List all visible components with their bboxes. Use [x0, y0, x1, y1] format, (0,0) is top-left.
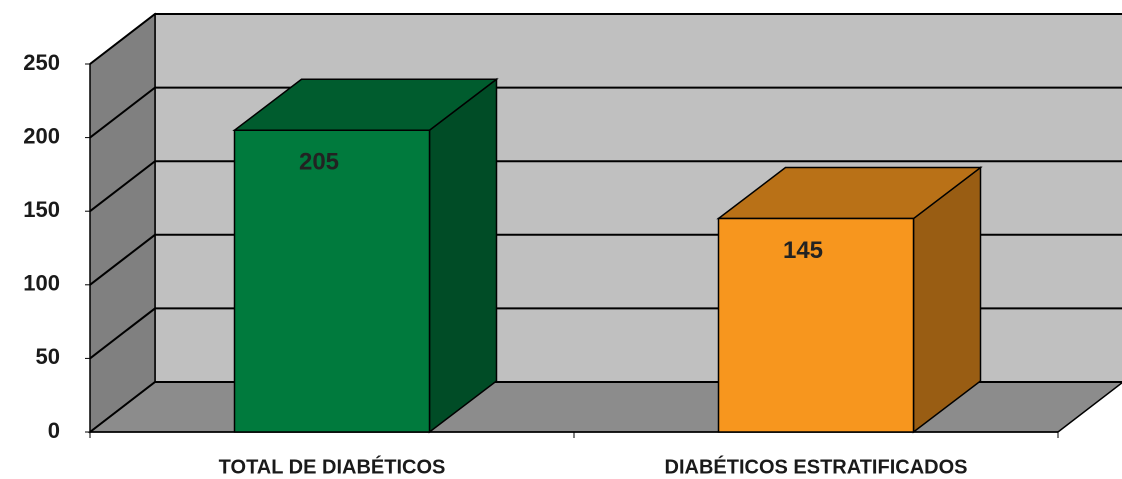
- bar: [232, 77, 499, 434]
- bar: [716, 166, 983, 434]
- grid-line: [89, 160, 1122, 212]
- grid-line: [89, 86, 1122, 139]
- y-tick-label: 50: [36, 344, 60, 369]
- value-label: 145: [783, 237, 823, 264]
- x-tick-label: DIABÉTICOS ESTRATIFICADOS: [665, 455, 968, 478]
- value-label: 205: [299, 149, 339, 176]
- y-tick-label: 200: [23, 123, 60, 148]
- y-tick-label: 250: [23, 50, 60, 75]
- side-wall: [89, 12, 156, 434]
- bar-front: [233, 129, 431, 433]
- y-tick-label: 100: [23, 271, 60, 296]
- y-tick-label: 150: [23, 197, 60, 222]
- grid-line: [89, 13, 1122, 65]
- bar-front: [717, 217, 915, 433]
- bar-side: [428, 77, 498, 434]
- x-tick-label: TOTAL DE DIABÉTICOS: [219, 455, 446, 478]
- y-tick-label: 0: [48, 418, 60, 443]
